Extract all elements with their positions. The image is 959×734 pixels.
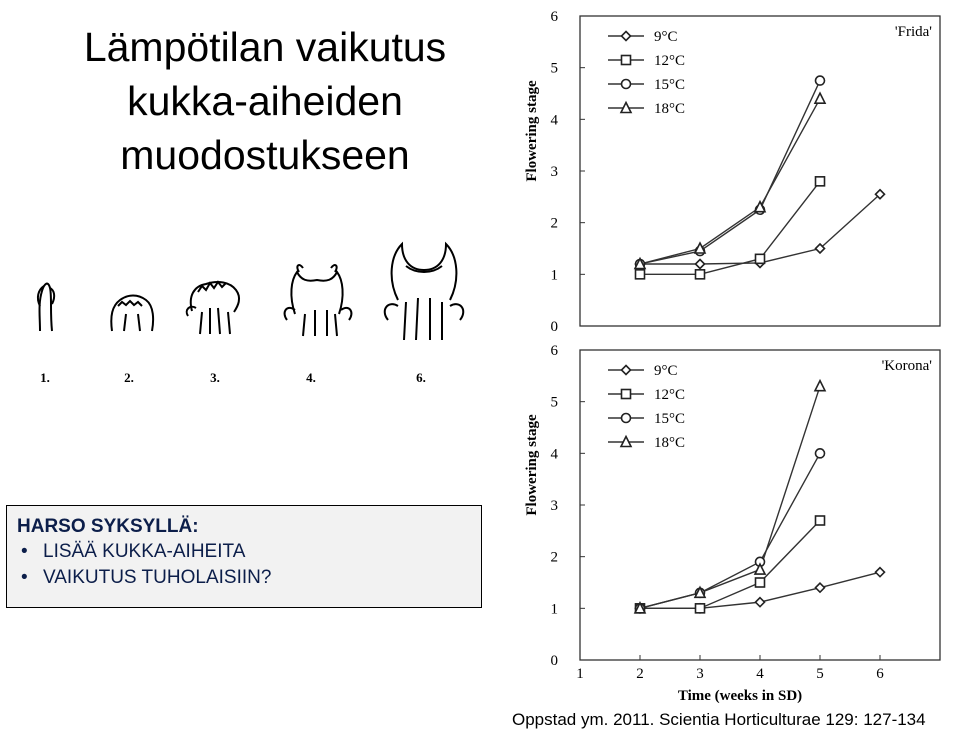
data-point bbox=[754, 577, 766, 588]
legend-marker bbox=[620, 30, 632, 42]
data-point bbox=[874, 566, 886, 578]
flower-stage-6-drawing bbox=[383, 241, 465, 341]
data-point bbox=[814, 582, 826, 594]
x-tick-label: 6 bbox=[876, 666, 884, 682]
flower-stage-illustrations: 1. 2. 3. 4. bbox=[18, 236, 465, 396]
data-point bbox=[694, 269, 706, 280]
y-tick-label: 1 bbox=[551, 267, 559, 283]
note-bullet-1: • LISÄÄ KUKKA-AIHEITA bbox=[17, 539, 471, 565]
data-point bbox=[814, 448, 826, 459]
data-point bbox=[633, 256, 647, 270]
legend-marker bbox=[619, 100, 633, 114]
legend-marker bbox=[620, 412, 632, 424]
series-line bbox=[640, 180, 821, 276]
y-tick-label: 3 bbox=[551, 498, 559, 514]
y-tick-label: 6 bbox=[551, 9, 559, 25]
legend-marker bbox=[620, 388, 632, 400]
y-tick-label: 6 bbox=[551, 343, 559, 359]
series-line bbox=[639, 98, 821, 265]
data-point bbox=[874, 188, 886, 200]
legend-marker bbox=[619, 434, 633, 448]
data-point bbox=[814, 176, 826, 187]
x-tick-label: 1 bbox=[576, 666, 584, 682]
data-point bbox=[633, 601, 647, 614]
data-point bbox=[813, 91, 827, 104]
legend-entry: 15°C bbox=[654, 411, 685, 427]
stage-label-4: 4. bbox=[306, 370, 316, 385]
flower-stage-2-drawing bbox=[110, 294, 155, 332]
flower-stage-1-drawing bbox=[36, 282, 56, 332]
data-point bbox=[754, 253, 766, 265]
note-bullet-1-text: LISÄÄ KUKKA-AIHEITA bbox=[43, 541, 246, 562]
note-box: HARSO SYKSYLLÄ: • LISÄÄ KUKKA-AIHEITA • VA… bbox=[6, 505, 482, 608]
stage-label-1: 1. bbox=[40, 370, 50, 385]
legend-entry: 18°C bbox=[654, 435, 685, 451]
y-tick-label: 0 bbox=[551, 319, 559, 335]
data-point bbox=[753, 562, 767, 575]
data-point bbox=[754, 596, 766, 608]
series-line bbox=[639, 452, 821, 610]
plot-frame bbox=[579, 15, 941, 327]
note-bullet-2: • VAIKUTUS TUHOLAISIIN? bbox=[17, 565, 471, 591]
bullet-dot-icon: • bbox=[21, 541, 28, 562]
series-line bbox=[639, 385, 821, 610]
legend-marker bbox=[620, 54, 632, 66]
stage-label-6: 6. bbox=[416, 370, 426, 385]
chart-frida: 0 1 2 3 4 5 6 Flowering stage 'Frida' 9°C 12°C 15°C… bbox=[520, 8, 950, 338]
data-point bbox=[753, 199, 767, 213]
data-point bbox=[634, 269, 646, 280]
x-tick-label: 5 bbox=[816, 666, 824, 682]
data-point bbox=[694, 603, 706, 614]
slide-title: Lämpötilan vaikutus kukka-aiheiden muodo… bbox=[30, 20, 500, 182]
legend-entry: 12°C bbox=[654, 53, 685, 69]
chart-title: 'Frida' bbox=[895, 24, 932, 40]
y-tick-label: 5 bbox=[551, 61, 559, 77]
data-point bbox=[813, 378, 827, 392]
legend-marker bbox=[620, 78, 632, 90]
bullet-dot-icon: • bbox=[21, 567, 28, 588]
y-tick-label: 4 bbox=[551, 112, 559, 128]
data-point bbox=[814, 75, 826, 86]
title-line-2: kukka-aiheiden bbox=[127, 78, 403, 124]
data-point bbox=[694, 258, 706, 270]
x-tick-label: 3 bbox=[696, 666, 704, 682]
data-point bbox=[693, 241, 707, 254]
y-axis-label: Flowering stage bbox=[524, 80, 540, 182]
flower-stage-4-drawing bbox=[283, 264, 353, 337]
y-axis-label: Flowering stage bbox=[524, 414, 540, 516]
note-bullet-2-text: VAIKUTUS TUHOLAISIIN? bbox=[43, 567, 272, 588]
y-tick-label: 2 bbox=[551, 216, 559, 232]
data-point bbox=[693, 585, 707, 599]
stage-label-3: 3. bbox=[210, 370, 220, 385]
chart-korona: 0 1 2 3 4 5 6 1 2 3 4 5 6 Time (weeks in SD) Flowering… bbox=[520, 342, 950, 704]
chart-frida-svg: 0 1 2 3 4 5 6 Flowering stage 'Frida' 9°C 12°C 15°C… bbox=[524, 9, 941, 335]
y-tick-label: 1 bbox=[551, 601, 559, 617]
series-line bbox=[639, 80, 821, 265]
x-axis-label: Time (weeks in SD) bbox=[678, 688, 802, 704]
x-tick-label: 4 bbox=[756, 666, 764, 682]
legend-entry: 9°C bbox=[654, 363, 678, 379]
stage-label-2: 2. bbox=[124, 370, 134, 385]
legend-entry: 15°C bbox=[654, 77, 685, 93]
flower-stage-3-drawing bbox=[185, 280, 241, 335]
data-point bbox=[814, 242, 826, 255]
y-tick-label: 0 bbox=[551, 653, 559, 669]
legend-entry: 18°C bbox=[654, 101, 685, 117]
y-tick-label: 4 bbox=[551, 446, 559, 462]
series-line bbox=[640, 520, 821, 610]
chart-title: 'Korona' bbox=[882, 358, 933, 374]
title-line-3: muodostukseen bbox=[120, 132, 410, 178]
y-tick-label: 5 bbox=[551, 395, 559, 411]
legend-marker bbox=[620, 364, 632, 376]
citation: Oppstad ym. 2011. Scientia Horticulturae… bbox=[512, 710, 926, 729]
note-heading: HARSO SYKSYLLÄ: bbox=[17, 516, 199, 537]
y-tick-label: 2 bbox=[551, 550, 559, 566]
y-tick-label: 3 bbox=[551, 164, 559, 180]
data-point bbox=[814, 515, 826, 526]
chart-korona-svg: 0 1 2 3 4 5 6 1 2 3 4 5 6 Time (weeks in SD) Flowering… bbox=[524, 343, 941, 704]
title-line-1: Lämpötilan vaikutus bbox=[83, 24, 447, 70]
legend-entry: 9°C bbox=[654, 29, 678, 45]
legend-entry: 12°C bbox=[654, 387, 685, 403]
x-tick-label: 2 bbox=[636, 666, 644, 682]
